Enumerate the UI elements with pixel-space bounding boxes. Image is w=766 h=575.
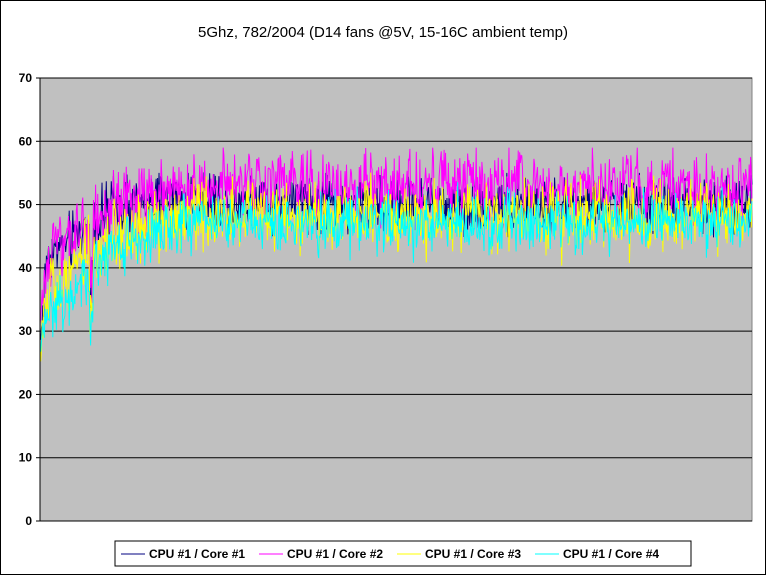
y-tick-label: 20 (19, 387, 33, 401)
legend-label-core-1: CPU #1 / Core #1 (149, 547, 245, 561)
legend-label-core-2: CPU #1 / Core #2 (287, 547, 383, 561)
y-tick-label: 30 (19, 324, 33, 338)
legend-label-core-3: CPU #1 / Core #3 (425, 547, 521, 561)
y-axis-ticks: 0 10 20 30 40 50 60 70 (19, 71, 40, 528)
legend: CPU #1 / Core #1 CPU #1 / Core #2 CPU #1 /… (114, 540, 692, 567)
legend-label-core-4: CPU #1 / Core #4 (563, 547, 659, 561)
y-tick-label: 70 (19, 71, 33, 85)
y-tick-label: 0 (25, 514, 32, 528)
plot-area (39, 77, 753, 522)
y-tick-label: 10 (19, 451, 33, 465)
series-lines (39, 147, 753, 362)
legend-items: CPU #1 / Core #1 CPU #1 / Core #2 CPU #1 /… (121, 547, 659, 561)
chart-title: 5Ghz, 782/2004 (D14 fans @5V, 15-16C amb… (198, 24, 568, 41)
y-tick-label: 50 (19, 198, 33, 212)
y-tick-label: 60 (19, 134, 33, 148)
y-tick-label: 40 (19, 261, 33, 275)
series-line-core-4 (39, 182, 753, 352)
